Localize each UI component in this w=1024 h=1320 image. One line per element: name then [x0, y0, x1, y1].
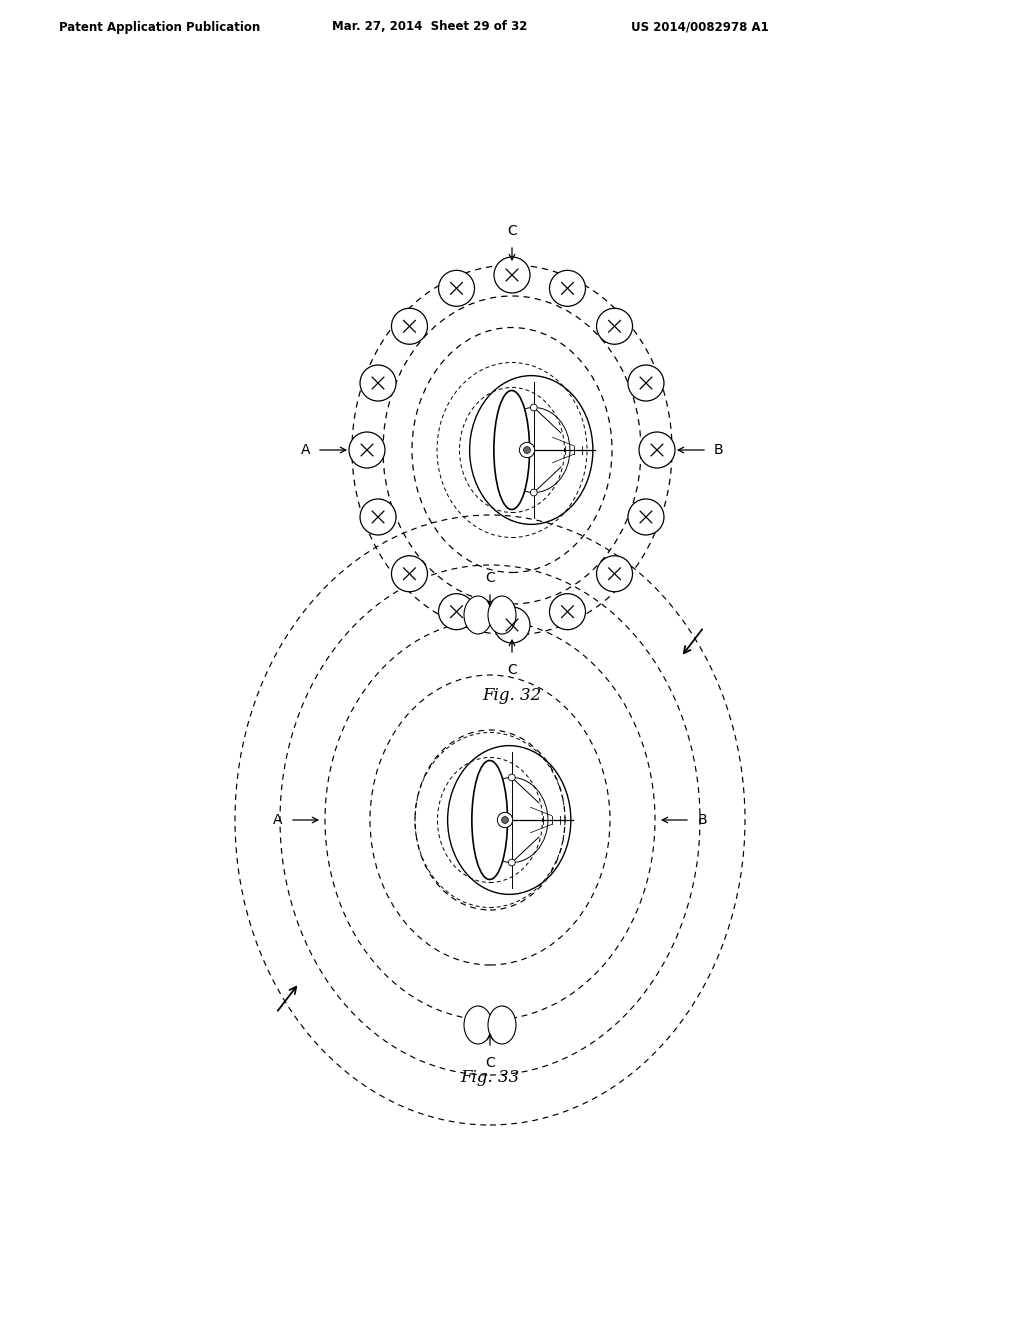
Circle shape: [519, 442, 535, 458]
Circle shape: [498, 812, 513, 828]
Text: A: A: [300, 444, 310, 457]
Circle shape: [438, 271, 474, 306]
Circle shape: [360, 499, 396, 535]
Text: Fig. 33: Fig. 33: [461, 1069, 519, 1086]
Circle shape: [597, 309, 633, 345]
Text: Mar. 27, 2014  Sheet 29 of 32: Mar. 27, 2014 Sheet 29 of 32: [333, 21, 527, 33]
Circle shape: [360, 366, 396, 401]
Text: C: C: [507, 224, 517, 238]
Circle shape: [530, 490, 538, 496]
Circle shape: [438, 594, 474, 630]
Circle shape: [508, 859, 515, 866]
Text: B: B: [714, 444, 724, 457]
Circle shape: [391, 309, 427, 345]
Circle shape: [523, 446, 530, 453]
Circle shape: [628, 499, 664, 535]
Text: A: A: [272, 813, 282, 828]
Circle shape: [349, 432, 385, 469]
Circle shape: [494, 257, 530, 293]
Circle shape: [530, 404, 538, 411]
Circle shape: [628, 366, 664, 401]
Circle shape: [639, 432, 675, 469]
Text: B: B: [698, 813, 708, 828]
Ellipse shape: [472, 760, 508, 879]
Circle shape: [550, 594, 586, 630]
Circle shape: [391, 556, 427, 591]
Text: C: C: [485, 572, 495, 585]
Text: Patent Application Publication: Patent Application Publication: [59, 21, 261, 33]
Text: C: C: [507, 663, 517, 677]
Ellipse shape: [488, 597, 516, 634]
Circle shape: [494, 607, 530, 643]
Circle shape: [502, 817, 508, 824]
Ellipse shape: [464, 1006, 492, 1044]
Text: C: C: [485, 1056, 495, 1071]
Ellipse shape: [488, 1006, 516, 1044]
Circle shape: [508, 774, 515, 781]
Ellipse shape: [464, 597, 492, 634]
Text: US 2014/0082978 A1: US 2014/0082978 A1: [631, 21, 769, 33]
Circle shape: [550, 271, 586, 306]
Circle shape: [597, 556, 633, 591]
Ellipse shape: [494, 391, 529, 510]
Text: Fig. 32: Fig. 32: [482, 686, 542, 704]
